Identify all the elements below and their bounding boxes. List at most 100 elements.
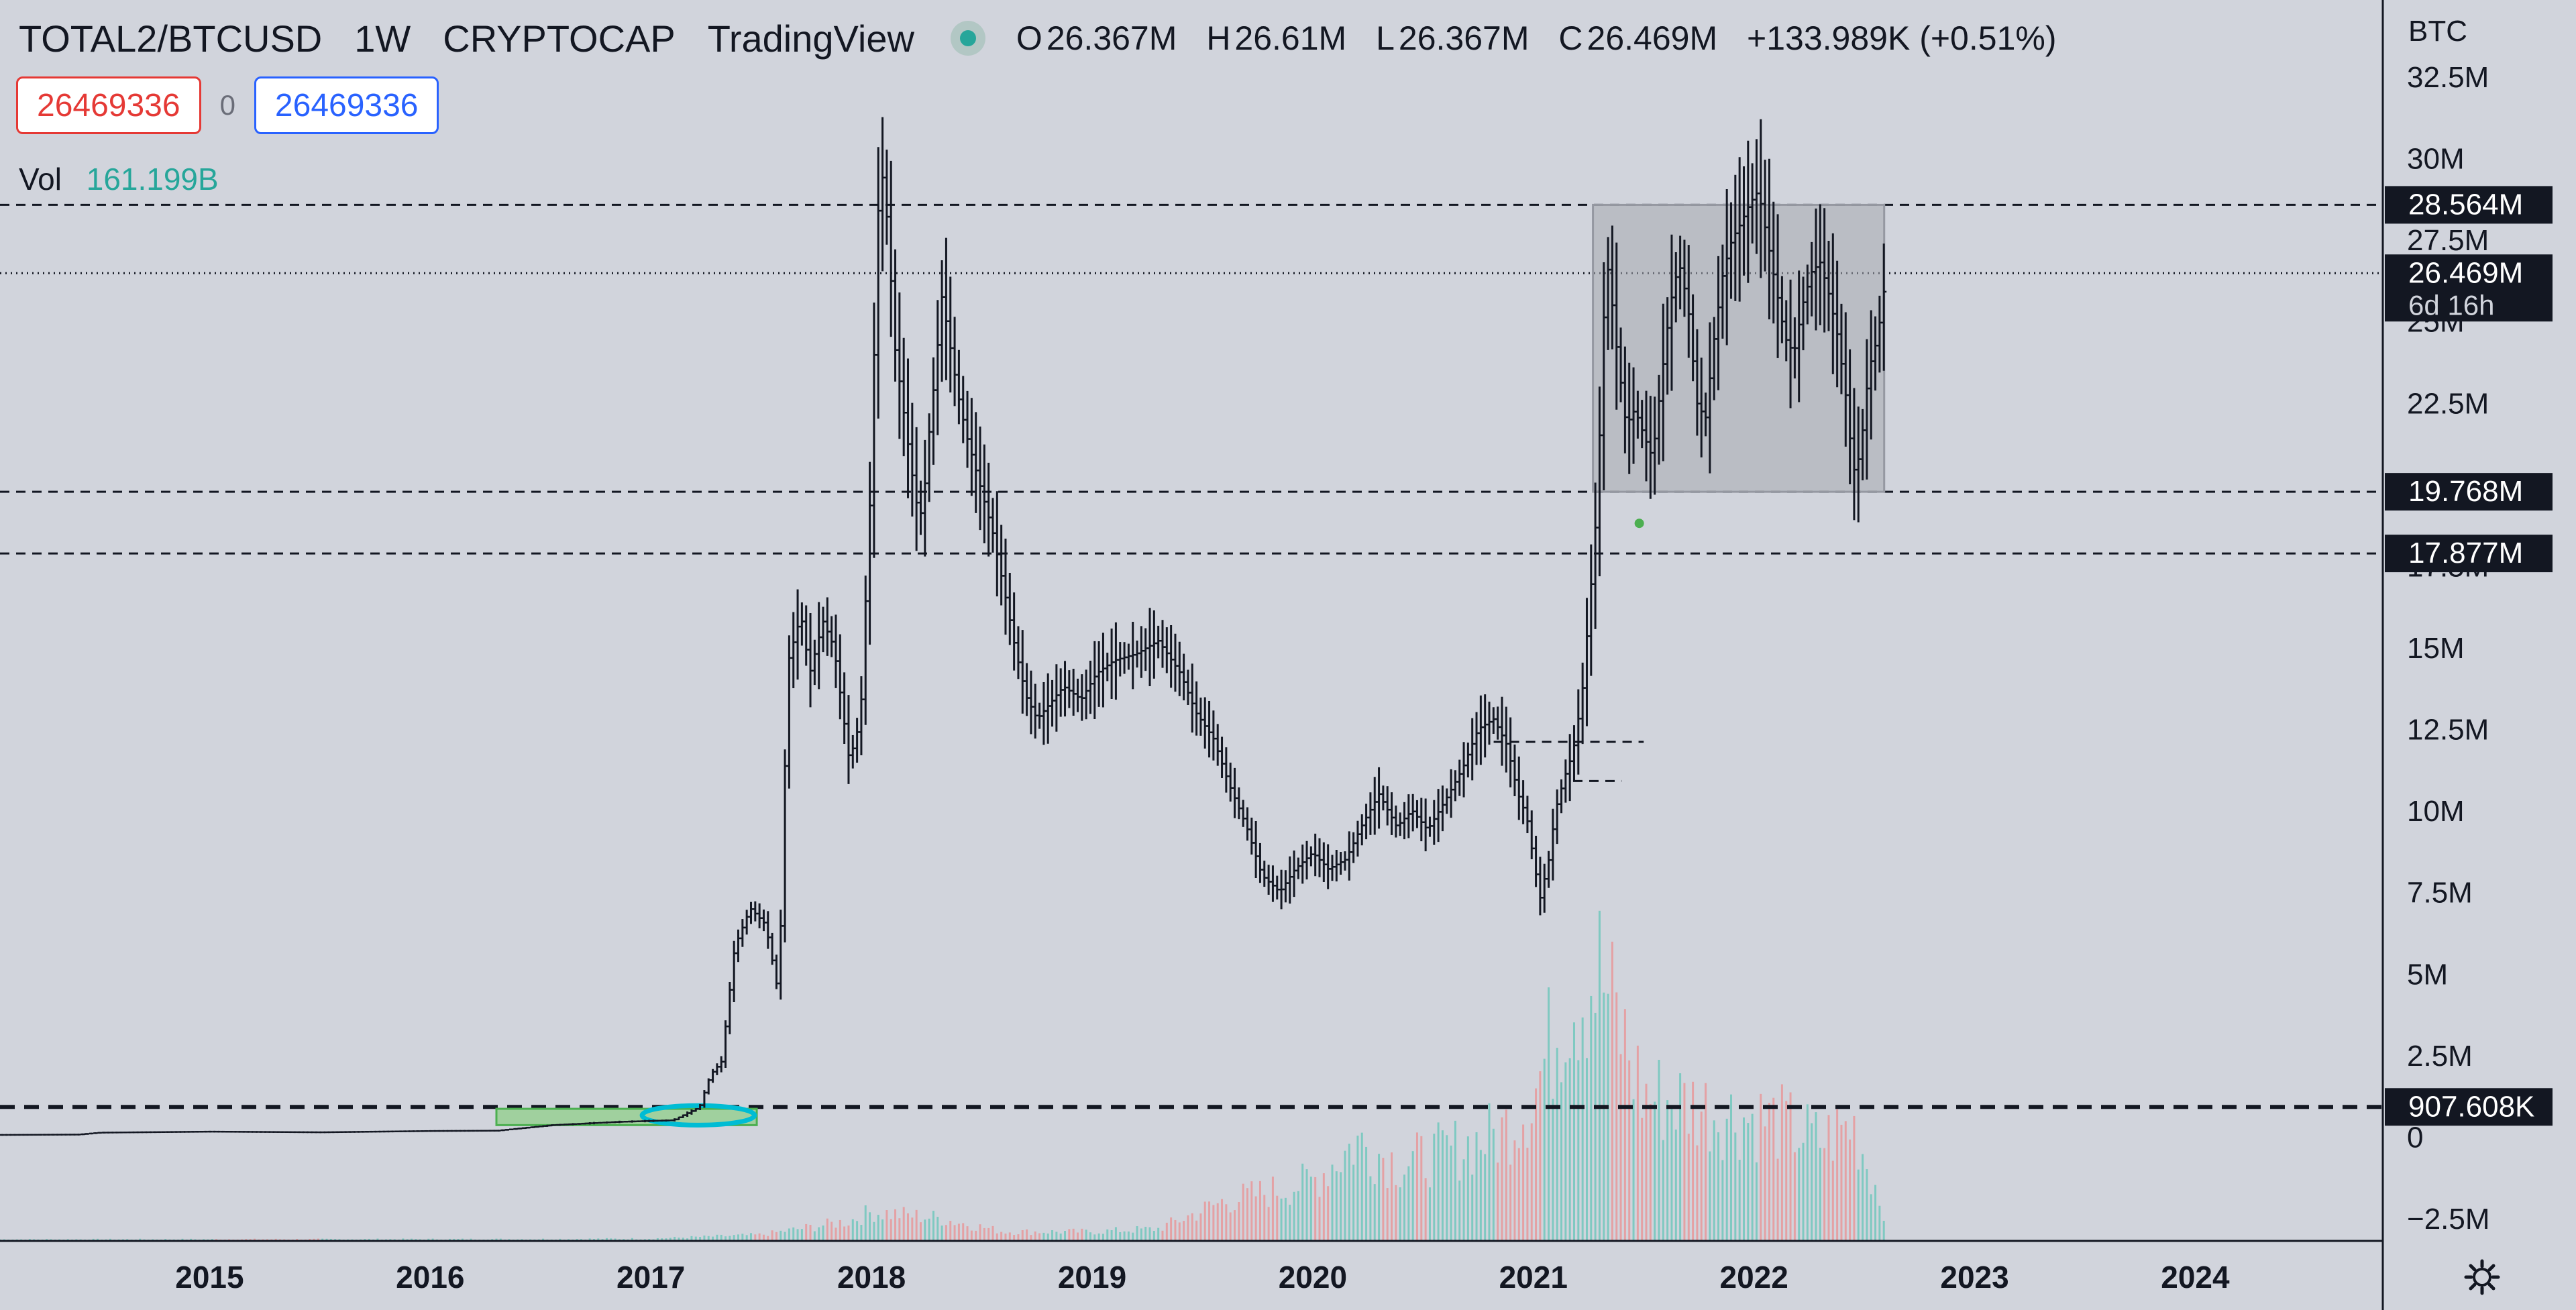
volume-bar [1488, 1103, 1491, 1241]
volume-bar [1802, 1142, 1805, 1241]
level-tag-label: 28.564M [2408, 188, 2523, 221]
volume-bar [953, 1225, 956, 1241]
y-tick-label: 27.5M [2407, 224, 2489, 257]
low-value: 26.367M [1398, 19, 1529, 57]
volume-bar [1064, 1231, 1067, 1241]
x-tick-label: 2020 [1279, 1260, 1347, 1295]
y-tick-label: 30M [2407, 143, 2465, 176]
level-tag-label: 17.877M [2408, 537, 2523, 569]
signal-dot [1634, 518, 1644, 529]
price-axis-unit[interactable]: BTC [2408, 15, 2467, 48]
settings-gear-icon[interactable] [2463, 1258, 2501, 1296]
volume-bar [674, 1236, 676, 1241]
symbol-title[interactable]: TOTAL2/BTCUSD [19, 17, 323, 60]
volume-bar [1110, 1230, 1113, 1241]
volume-bar [1161, 1230, 1164, 1241]
volume-bar [1335, 1171, 1338, 1241]
volume-bar [758, 1233, 761, 1241]
volume-bar [669, 1238, 672, 1241]
sell-price-button[interactable]: 26469336 [16, 76, 201, 134]
volume-bar [932, 1211, 934, 1241]
volume-bar [665, 1238, 667, 1241]
volume-bar [1344, 1150, 1346, 1241]
volume-bar [1055, 1232, 1058, 1241]
volume-bar [1780, 1084, 1783, 1241]
volume-bar [313, 1238, 315, 1241]
volume-bar [1709, 1151, 1711, 1241]
x-tick-label: 2015 [175, 1260, 244, 1295]
volume-bar [1492, 1128, 1495, 1241]
volume-bar [1051, 1230, 1054, 1241]
volume-bar [1768, 1103, 1770, 1241]
chart-header: TOTAL2/BTCUSD 1W CRYPTOCAP TradingView O… [19, 15, 2056, 62]
volume-bar [1446, 1135, 1448, 1241]
volume-bar [1475, 1132, 1478, 1241]
volume-bar [1391, 1152, 1393, 1241]
low-label: L [1376, 19, 1395, 57]
volume-bar [1725, 1118, 1728, 1241]
volume-bar [962, 1223, 965, 1241]
volume-bar [1301, 1163, 1304, 1241]
spread-value: 0 [219, 89, 235, 121]
y-tick-label: 12.5M [2407, 714, 2489, 747]
volume-bar [1411, 1151, 1414, 1241]
volume-bar [1497, 1162, 1499, 1241]
volume-bar [1106, 1229, 1109, 1241]
volume-bar [1017, 1234, 1020, 1241]
volume-bar [1314, 1177, 1317, 1241]
volume-bar [1471, 1175, 1474, 1241]
volume-bar [614, 1238, 616, 1241]
volume-bar [924, 1219, 926, 1241]
volume-bar [694, 1236, 697, 1241]
volume-bar [1454, 1120, 1456, 1241]
volume-bar [1738, 1159, 1741, 1241]
volume-bar [1195, 1220, 1198, 1241]
countdown-label: 6d 16h [2408, 289, 2494, 321]
volume-bar [749, 1233, 752, 1241]
volume-bar [1225, 1204, 1228, 1241]
volume-bar [1348, 1144, 1350, 1241]
volume-bar [376, 1238, 379, 1241]
volume-bar [690, 1236, 693, 1241]
volume-bar [818, 1227, 820, 1241]
volume-bar [1552, 1098, 1554, 1241]
volume-bar [1705, 1083, 1707, 1241]
volume-bar [919, 1222, 922, 1241]
volume-bar [431, 1238, 434, 1241]
volume-legend[interactable]: Vol 161.199B [19, 161, 219, 197]
volume-bar [1242, 1183, 1244, 1241]
volume-bar [1607, 993, 1609, 1241]
trade-panel: 26469336 0 26469336 [16, 76, 439, 134]
market-status-icon[interactable] [950, 21, 985, 56]
volume-bar [1870, 1194, 1872, 1241]
volume-bar [1340, 1172, 1342, 1241]
interval-label[interactable]: 1W [354, 17, 411, 60]
volume-bar [1615, 992, 1618, 1241]
volume-bar [1140, 1228, 1142, 1241]
volume-bar [792, 1227, 795, 1241]
volume-bar [847, 1225, 850, 1241]
y-tick-label: 7.5M [2407, 877, 2473, 910]
volume-bar [661, 1238, 663, 1241]
volume-bar [741, 1234, 744, 1241]
volume-bar [707, 1236, 710, 1241]
volume-bar [762, 1234, 765, 1241]
volume-bar [775, 1232, 777, 1241]
volume-bar [1862, 1154, 1864, 1241]
volume-bar [1641, 1117, 1644, 1241]
volume-bar [1441, 1130, 1444, 1241]
volume-bar [1590, 995, 1593, 1241]
volume-bar [542, 1238, 545, 1241]
buy-price-button[interactable]: 26469336 [254, 76, 439, 134]
volume-bar [1157, 1227, 1160, 1241]
volume-bar [1046, 1234, 1049, 1241]
volume-bar [945, 1225, 947, 1241]
volume-bar [915, 1209, 918, 1241]
volume-bar [1760, 1093, 1762, 1241]
volume-bar [1755, 1162, 1758, 1241]
volume-bar [1097, 1233, 1100, 1241]
close-label: C [1558, 19, 1583, 57]
volume-bar [1399, 1187, 1401, 1241]
volume-bar [1369, 1176, 1372, 1241]
